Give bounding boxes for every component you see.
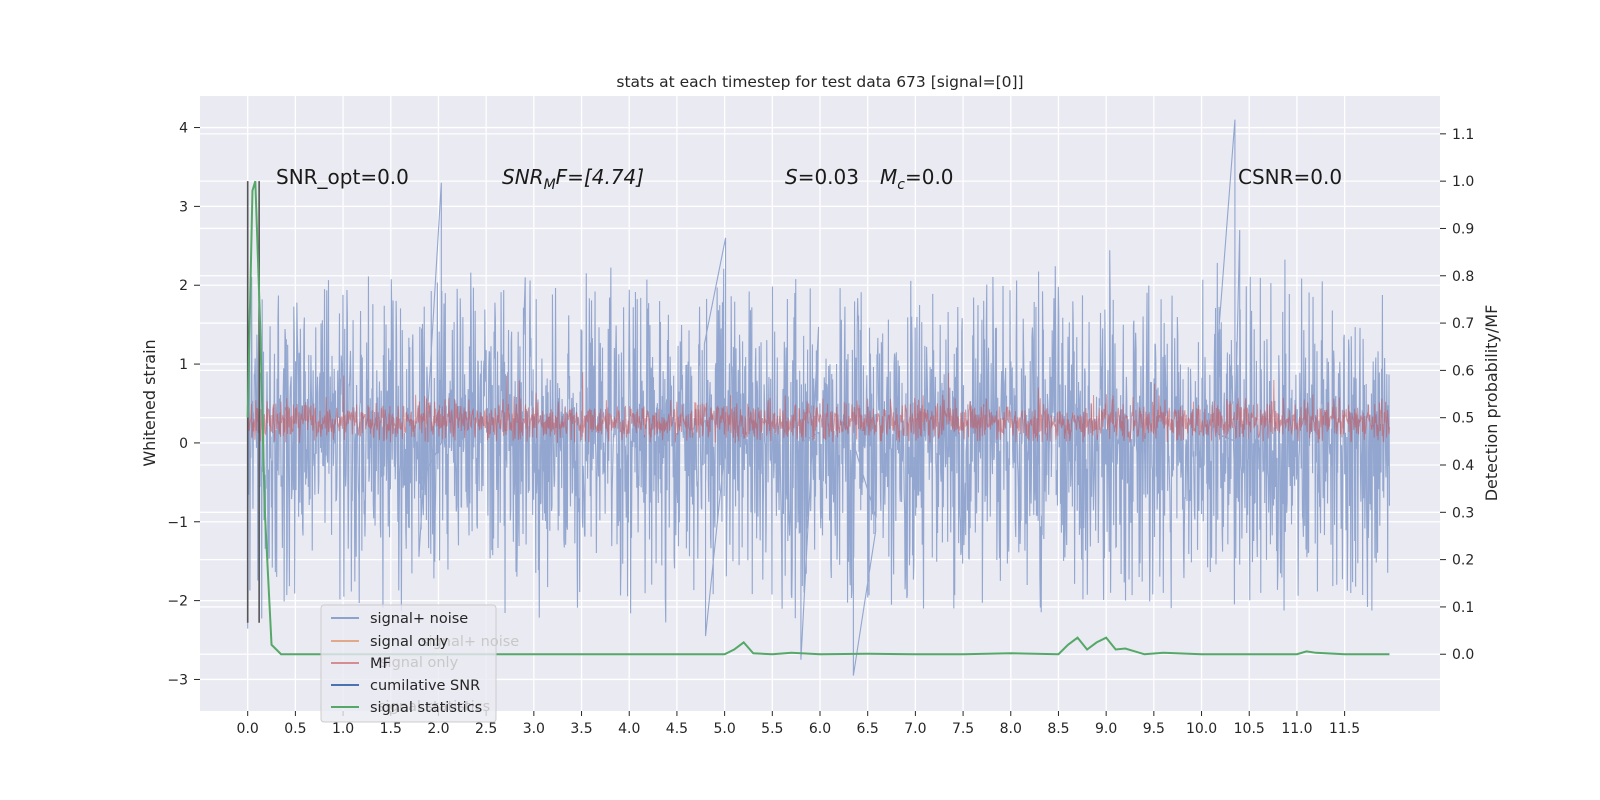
x-tick-label: 1.5 [380,721,402,737]
y2-tick-label: 0.3 [1452,505,1474,521]
x-tick-label: 6.5 [857,721,879,737]
annotation-csnr: CSNR=0.0 [1238,165,1342,189]
y2-tick-label: 0.2 [1452,553,1474,569]
noise-trace [247,119,1390,676]
legend-label: cumilative SNR [370,678,480,694]
annotation-snr-mf: SNRMF=[4.74] [502,165,644,193]
y-tick-label: 1 [179,357,188,373]
legend-box [320,604,497,723]
y2-tick-label: 0.5 [1452,411,1474,427]
annotation-snr-mf-value: F=[4.74] [556,165,644,189]
annotations: SNR_opt=0.0 SNRMF=[4.74] S=0.03 Mc=0.0 C… [276,165,1342,193]
x-tick-label: 3.5 [570,721,592,737]
series-signal-statistics [246,180,1390,656]
x-tick-label: 5.0 [713,721,735,737]
y-tick-label: 3 [179,199,188,215]
y2-tick-label: 0.4 [1452,458,1474,474]
y-tick-label: 4 [179,121,188,137]
annotation-mc-symbol: M [880,165,897,189]
y2-tick-label: 0.8 [1452,269,1474,285]
series-mf [247,372,1390,443]
annotation-s-symbol: S [785,165,798,189]
legend-label: signal only [370,634,449,650]
x-tick-label: 1.0 [332,721,354,737]
annotation-s: S=0.03 [785,165,859,189]
legend-label: signal statistics [370,700,482,716]
y2-tick-label: 1.1 [1452,127,1474,143]
y-axis-ticks: 4 3 2 1 0 −1 −2 −3 [167,121,200,688]
annotation-snr-mf-symbol: SNR [502,165,544,189]
y-tick-label: −3 [167,672,188,688]
x-tick-label: 9.0 [1095,721,1117,737]
annotation-mc: Mc=0.0 [880,165,954,193]
x-tick-label: 8.0 [1000,721,1022,737]
x-tick-label: 0.0 [237,721,259,737]
x-tick-label: 2.5 [475,721,497,737]
x-tick-label: 9.5 [1143,721,1165,737]
annotation-snr-mf-subscript: M [544,177,556,193]
x-tick-label: 11.5 [1329,721,1360,737]
x-tick-label: 4.0 [618,721,640,737]
x-tick-label: 7.0 [904,721,926,737]
x-tick-label: 11.0 [1281,721,1312,737]
x-tick-label: 7.5 [952,721,974,737]
legend-label: signal+ noise [370,611,468,627]
x-tick-label: 10.5 [1234,721,1265,737]
y-tick-label: 2 [179,278,188,294]
annotation-s-value: =0.03 [798,165,859,189]
y2-tick-label: 1.0 [1452,174,1474,190]
legend-ghost-text: signal+ noise [421,634,519,650]
x-tick-label: 2.0 [427,721,449,737]
y2-tick-label: 0.0 [1452,647,1474,663]
x-tick-label: 6.0 [809,721,831,737]
y2-tick-label: 0.7 [1452,316,1474,332]
y2-tick-label: 0.9 [1452,221,1474,237]
signal-statistics-line [246,180,1390,656]
x-tick-label: 8.5 [1047,721,1069,737]
x-tick-label: 3.0 [523,721,545,737]
y2-axis-label: Detection probability/MF [1482,305,1501,502]
annotation-mc-subscript: c [897,177,905,193]
x-axis-ticks: 0.0 0.5 1.0 1.5 2.0 2.5 3.0 3.5 4.0 4.5 5.0 5.5 6.0 6… [237,711,1360,737]
y-tick-label: 0 [179,436,188,452]
legend: signal+ noise signal only signal statist… [320,604,519,723]
legend-label: MF [370,656,391,672]
y-tick-label: −2 [167,594,188,610]
x-tick-label: 4.5 [666,721,688,737]
legend-ghost-text: signal only [380,655,459,671]
y2-tick-label: 0.1 [1452,600,1474,616]
y2-axis-ticks: 1.1 1.0 0.9 0.8 0.7 0.6 0.5 0.4 0.3 0.2 0.1 0.0 [1440,127,1474,663]
annotation-mc-value: =0.0 [905,165,954,189]
x-tick-label: 5.5 [761,721,783,737]
mf-trace [247,372,1390,443]
x-tick-label: 10.0 [1186,721,1217,737]
chart-title: stats at each timestep for test data 673… [616,73,1023,91]
y2-tick-label: 0.6 [1452,363,1474,379]
y-axis-label: Whitened strain [140,339,159,466]
x-tick-label: 0.5 [284,721,306,737]
y-tick-label: −1 [167,515,188,531]
series-signal-noise [247,119,1390,676]
legend-ghost-text: signal statistics [378,699,490,715]
annotation-snr-opt: SNR_opt=0.0 [276,165,409,189]
